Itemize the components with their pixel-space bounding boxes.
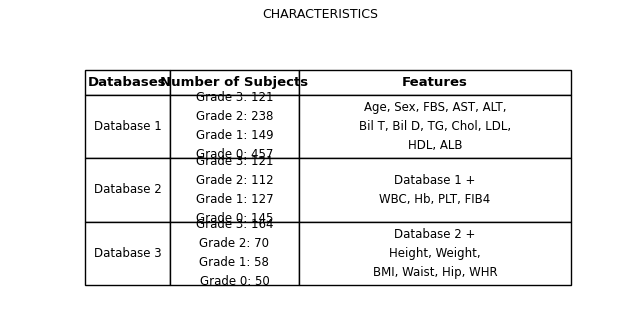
Text: Age, Sex, FBS, AST, ALT,
Bil T, Bil D, TG, Chol, LDL,
HDL, ALB: Age, Sex, FBS, AST, ALT, Bil T, Bil D, T…	[359, 101, 511, 152]
Bar	[170, 95, 299, 158]
Text: Database 1: Database 1	[93, 120, 161, 133]
Bar	[85, 70, 170, 95]
Bar	[299, 70, 571, 95]
Text: Grade 3: 164
Grade 2: 70
Grade 1: 58
Grade 0: 50: Grade 3: 164 Grade 2: 70 Grade 1: 58 Gra…	[196, 218, 273, 288]
Text: Grade 3: 121
Grade 2: 238
Grade 1: 149
Grade 0: 457: Grade 3: 121 Grade 2: 238 Grade 1: 149 G…	[196, 91, 273, 161]
Bar	[170, 158, 299, 222]
Bar	[299, 95, 571, 158]
Bar	[85, 95, 170, 158]
Text: Databases: Databases	[88, 76, 167, 89]
Bar	[170, 222, 299, 285]
Text: Database 2 +
Height, Weight,
BMI, Waist, Hip, WHR: Database 2 + Height, Weight, BMI, Waist,…	[372, 228, 497, 279]
Text: Database 2: Database 2	[93, 183, 161, 196]
Text: Number of Subjects: Number of Subjects	[161, 76, 308, 89]
Bar	[85, 158, 170, 222]
Bar	[85, 222, 170, 285]
Text: Database 3: Database 3	[93, 247, 161, 260]
Bar	[170, 70, 299, 95]
Text: Features: Features	[402, 76, 468, 89]
Text: Grade 3: 121
Grade 2: 112
Grade 1: 127
Grade 0: 145: Grade 3: 121 Grade 2: 112 Grade 1: 127 G…	[196, 155, 273, 225]
Bar	[299, 222, 571, 285]
Text: CHARACTERISTICS: CHARACTERISTICS	[262, 8, 378, 21]
Bar	[299, 158, 571, 222]
Text: Database 1 +
WBC, Hb, PLT, FIB4: Database 1 + WBC, Hb, PLT, FIB4	[380, 174, 491, 206]
